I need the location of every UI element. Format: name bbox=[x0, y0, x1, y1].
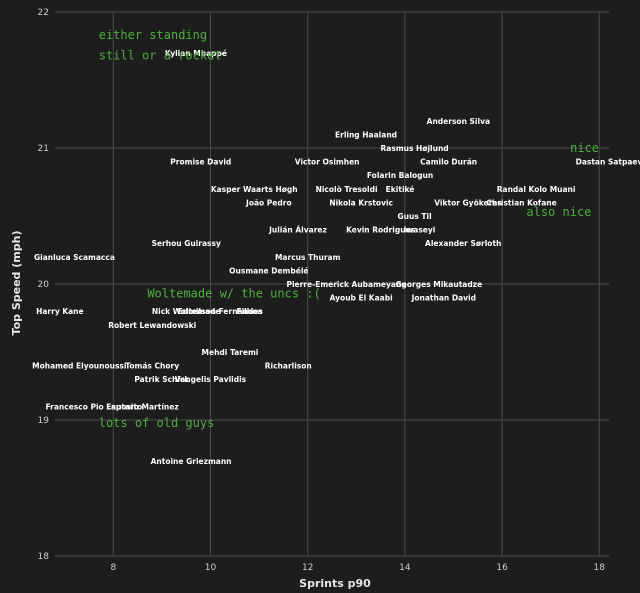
data-point-label: Antoine Griezmann bbox=[151, 457, 232, 466]
data-point-label: Francesco Pio Esposito bbox=[46, 402, 143, 411]
data-point-label: Rasmus Højlund bbox=[381, 144, 449, 153]
data-point-label: Ayoub El Kaabi bbox=[330, 294, 393, 303]
annotation-text: also nice bbox=[526, 205, 591, 219]
y-tick-label: 20 bbox=[38, 280, 50, 290]
data-point-label: Kylian Mbappé bbox=[165, 49, 227, 58]
data-point-label: Robert Lewandowski bbox=[108, 321, 196, 330]
annotation-text: nice bbox=[570, 141, 599, 155]
annotation-text: still or a rocket bbox=[99, 49, 222, 63]
y-tick-label: 21 bbox=[38, 144, 49, 154]
x-tick-label: 16 bbox=[496, 563, 508, 573]
annotation-text: Woltemade w/ the uncs :( bbox=[147, 287, 320, 301]
data-point-label: Erling Haaland bbox=[335, 130, 397, 139]
y-tick-label: 22 bbox=[38, 8, 49, 18]
x-tick-label: 18 bbox=[594, 563, 606, 573]
tick-labels: 8 10 12 14 16 18 18 19 20 21 22 bbox=[38, 8, 606, 573]
data-point-labels: Kylian Mbappé Anderson Silva Erling Haalan… bbox=[32, 49, 640, 466]
data-point-label: Folarin Balogun bbox=[367, 171, 433, 180]
data-point-label: Pierre-Emerick Aubameyang bbox=[286, 280, 406, 289]
data-point-label: Vangelis Pavlidis bbox=[175, 375, 247, 384]
data-point-label: Marcus Thuram bbox=[275, 253, 341, 262]
data-point-label: Dastan Satpaev bbox=[576, 158, 640, 167]
x-tick-label: 14 bbox=[399, 563, 411, 573]
x-tick-label: 8 bbox=[110, 563, 116, 573]
grid-lines bbox=[55, 11, 609, 557]
data-point-label: Nick Woltemade bbox=[152, 307, 221, 316]
data-point-label: Alexander Sørloth bbox=[425, 239, 501, 248]
annotations: either standing still or a rocket nice also… bbox=[99, 28, 599, 430]
data-point-label: Filhoa bbox=[236, 307, 262, 316]
data-point-label: Patrik Schick bbox=[134, 375, 190, 384]
data-point-label: Kevin Rodrigues bbox=[346, 226, 416, 235]
data-point-label: Serhou Guirassy bbox=[152, 239, 221, 248]
data-point-label: Ekitiké bbox=[386, 185, 415, 194]
data-point-label: Victor Osimhen bbox=[295, 158, 360, 167]
y-axis-label: Top Speed (mph) bbox=[10, 231, 23, 336]
data-point-label: Richarlison bbox=[265, 362, 312, 371]
data-point-label: Kasper Waarts Høgh bbox=[211, 185, 298, 194]
data-point-label: Gianluca Scamacca bbox=[34, 253, 115, 262]
data-point-label: Mohamed Elyounoussi bbox=[32, 362, 126, 371]
data-point-label: Mehdi Taremi bbox=[202, 348, 259, 357]
data-point-label: Randal Kolo Muani bbox=[497, 185, 576, 194]
data-point-label: Georges Mikautadze bbox=[396, 280, 483, 289]
x-axis-label: Sprints p90 bbox=[299, 577, 371, 590]
data-point-label: Tomás Chory bbox=[125, 362, 179, 371]
x-tick-label: 10 bbox=[205, 563, 217, 573]
data-point-label: Edmilson Fernandes bbox=[178, 307, 264, 316]
data-point-label: Nikola Krstovic bbox=[329, 198, 393, 207]
data-point-label: Promise David bbox=[170, 158, 231, 167]
annotation-text: either standing bbox=[99, 28, 207, 42]
data-point-label: João Pedro bbox=[245, 198, 292, 207]
data-point-label: Christian Kofane bbox=[486, 198, 556, 207]
data-point-label: Julián Álvarez bbox=[268, 226, 327, 235]
x-tick-label: 12 bbox=[302, 563, 313, 573]
data-point-label: Camilo Durán bbox=[420, 158, 477, 167]
data-point-label: Jonathan David bbox=[411, 294, 476, 303]
data-point-label: Ousmane Dembélé bbox=[229, 266, 308, 275]
data-point-label: Iwaseyi bbox=[404, 226, 436, 235]
data-point-label: Viktor Gyökeres bbox=[434, 198, 502, 207]
annotation-text: lots of old guys bbox=[99, 416, 215, 430]
data-point-label: Harry Kane bbox=[36, 307, 84, 316]
y-tick-label: 18 bbox=[38, 552, 50, 562]
y-tick-label: 19 bbox=[38, 416, 50, 426]
data-point-label: Guus Til bbox=[398, 212, 432, 221]
data-point-label: Nicolò Tresoldi bbox=[316, 185, 378, 194]
data-point-label: Anderson Silva bbox=[427, 117, 490, 126]
data-point-label: Lautaro Martínez bbox=[106, 402, 178, 411]
